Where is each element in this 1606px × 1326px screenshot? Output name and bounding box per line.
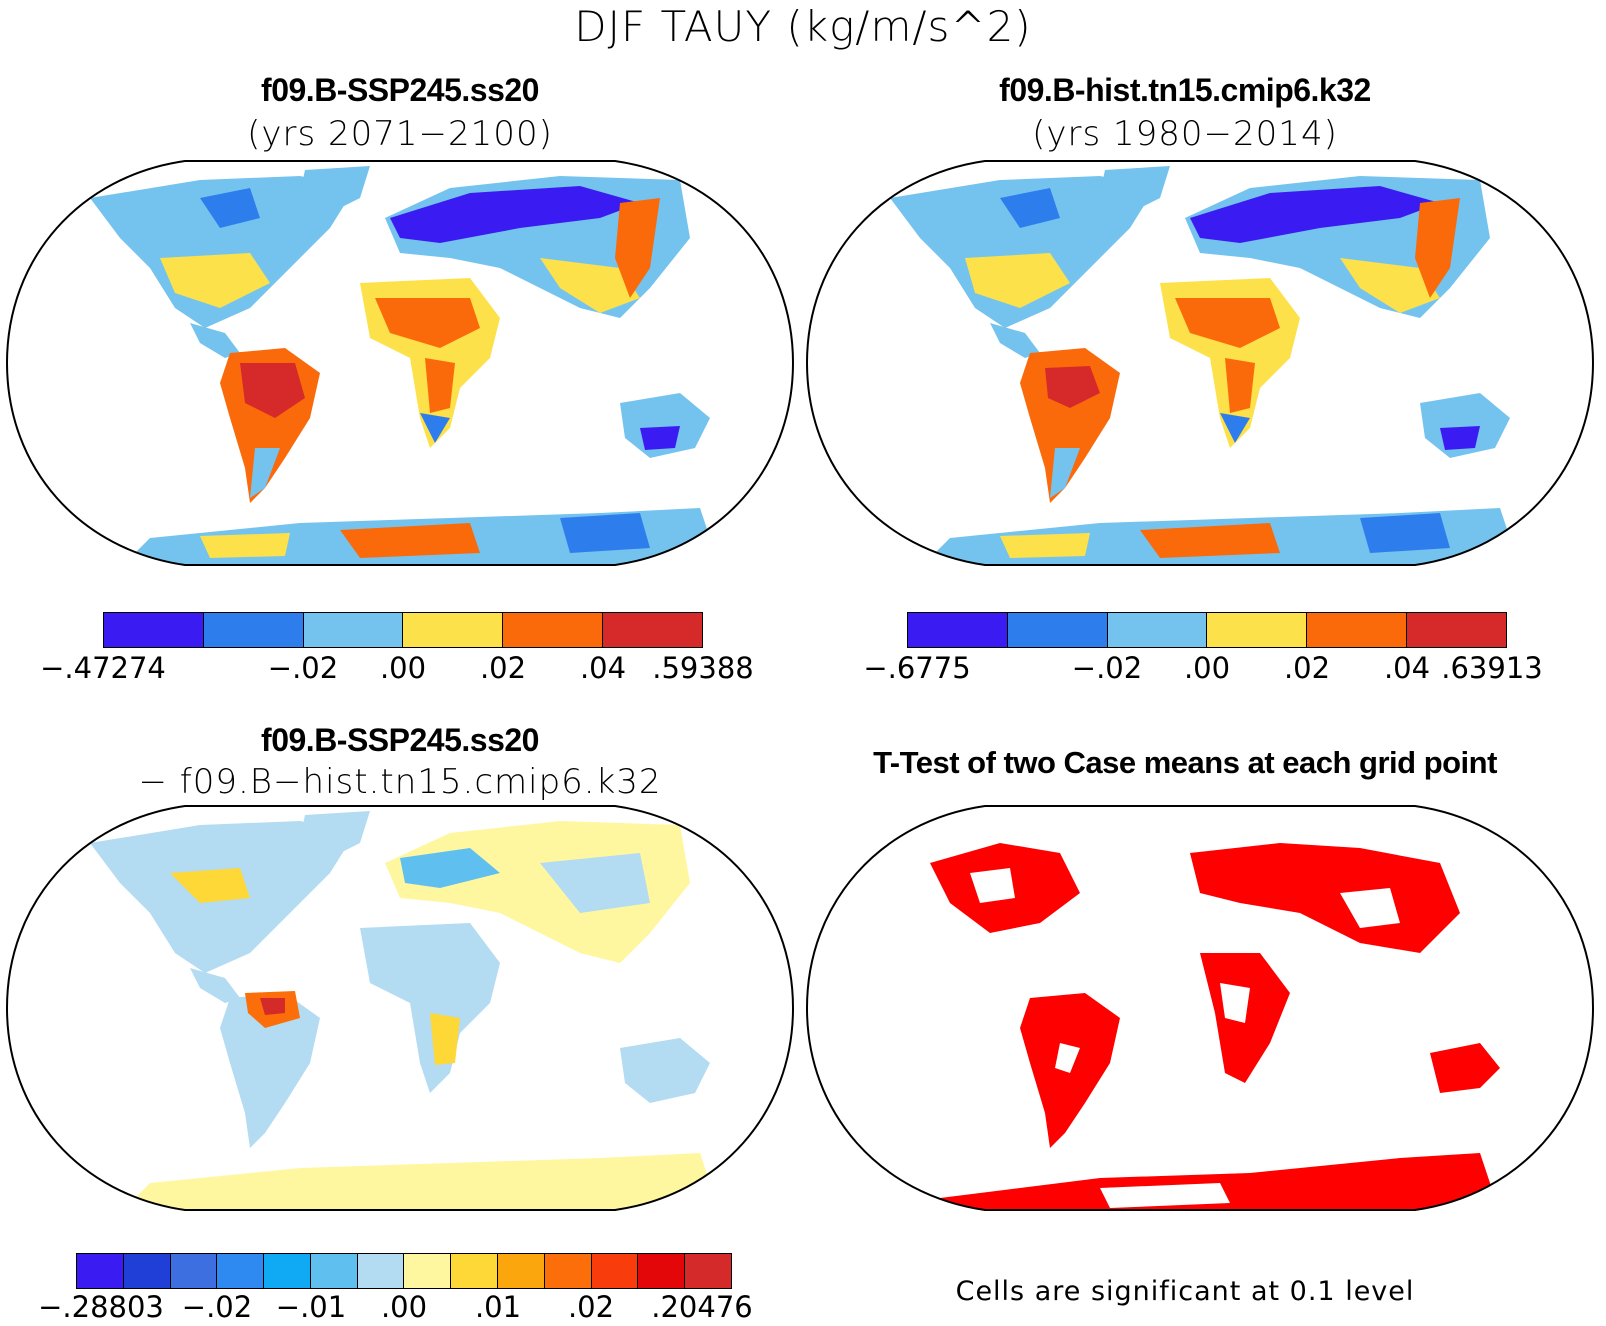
- colorbar-tl-cell-6: [603, 613, 702, 647]
- colorbar-bl-cell-5: [264, 1254, 311, 1288]
- colorbar-bl-cell-3: [170, 1254, 218, 1288]
- greenland: [300, 166, 370, 213]
- north-america: [90, 176, 355, 328]
- colorbar-tl-cell-5: [503, 613, 604, 647]
- australia: [620, 393, 710, 458]
- colorbar-bl-cell-4: [217, 1254, 265, 1288]
- colorbar-tr-cell-4: [1207, 613, 1308, 647]
- colorbar-bl-cell-10: [498, 1254, 545, 1288]
- panel-tl-subtitle: (yrs 2071−2100): [247, 114, 553, 154]
- panel-tl-title: f09.B-SSP245.ss20: [261, 72, 539, 108]
- map-ssp245: [5, 160, 795, 566]
- colorbar-tr-cell-1: [908, 613, 1008, 647]
- map-hist: [805, 160, 1595, 566]
- colorbar-tr-tick-5: .04: [1383, 651, 1431, 685]
- colorbar-bl-tick-6: .02: [567, 1290, 615, 1324]
- panel-br-title: T-Test of two Case means at each grid po…: [873, 745, 1497, 780]
- colorbar-bl-tick-5: .01: [474, 1290, 522, 1324]
- colorbar-tr-cell-3: [1107, 613, 1208, 647]
- colorbar-tr-cell-5: [1307, 613, 1408, 647]
- colorbar-tl-tick-5: .04: [579, 651, 627, 685]
- colorbar-bl-cell-8: [404, 1254, 452, 1288]
- colorbar-bl-tick-2: −.02: [181, 1290, 253, 1324]
- map-ttest: [805, 805, 1595, 1211]
- colorbar-bl-tick-4: .00: [380, 1290, 428, 1324]
- colorbar-bl-tick-7: .20476: [651, 1290, 753, 1324]
- panel-tr-title: f09.B-hist.tn15.cmip6.k32: [999, 72, 1371, 108]
- colorbar-bl-cell-9: [451, 1254, 499, 1288]
- colorbar-tl-cell-3: [303, 613, 404, 647]
- colorbar-tl-cell-4: [403, 613, 504, 647]
- figure-title: DJF TAUY (kg/m/s^2): [574, 2, 1032, 51]
- colorbar-bl: [76, 1253, 732, 1289]
- colorbar-tr-tick-6: .63913: [1441, 651, 1543, 685]
- colorbar-tl-tick-2: −.02: [267, 651, 339, 685]
- colorbar-tr-ticks: −.6775 −.02 .00 .02 .04 .63913: [863, 651, 1542, 687]
- panel-bl-subtitle: − f09.B−hist.tn15.cmip6.k32: [138, 762, 662, 802]
- colorbar-bl-tick-3: −.01: [275, 1290, 347, 1324]
- colorbar-tr-tick-1: −.6775: [863, 651, 971, 685]
- colorbar-bl-cell-13: [638, 1254, 686, 1288]
- colorbar-bl-cell-2: [123, 1254, 171, 1288]
- ttest-note: Cells are significant at 0.1 level: [955, 1276, 1415, 1307]
- colorbar-tl: [103, 612, 703, 648]
- colorbar-tl-cell-1: [104, 613, 204, 647]
- colorbar-bl-cell-6: [310, 1254, 358, 1288]
- colorbar-tr: [907, 612, 1507, 648]
- colorbar-bl-cell-12: [591, 1254, 639, 1288]
- colorbar-tl-cell-2: [203, 613, 304, 647]
- colorbar-tl-tick-6: .59388: [652, 651, 754, 685]
- colorbar-bl-cell-7: [357, 1254, 405, 1288]
- colorbar-tr-tick-4: .02: [1283, 651, 1331, 685]
- colorbar-bl-cell-11: [544, 1254, 592, 1288]
- colorbar-bl-tick-1: −.28803: [38, 1290, 164, 1324]
- panel-tr-subtitle: (yrs 1980−2014): [1032, 114, 1338, 154]
- colorbar-bl-ticks: −.28803 −.02 −.01 .00 .01 .02 .20476: [38, 1290, 753, 1326]
- colorbar-bl-cell-1: [77, 1254, 124, 1288]
- colorbar-tl-tick-4: .02: [479, 651, 527, 685]
- colorbar-tl-ticks: −.47274 −.02 .00 .02 .04 .59388: [40, 651, 754, 687]
- colorbar-bl-cell-14: [685, 1254, 731, 1288]
- panel-bl-title: f09.B-SSP245.ss20: [261, 722, 539, 758]
- colorbar-tr-cell-6: [1407, 613, 1506, 647]
- colorbar-tl-tick-1: −.47274: [40, 651, 166, 685]
- colorbar-tr-tick-3: .00: [1183, 651, 1231, 685]
- colorbar-tr-tick-2: −.02: [1071, 651, 1143, 685]
- colorbar-tr-cell-2: [1007, 613, 1108, 647]
- map-difference: [5, 805, 795, 1211]
- colorbar-tl-tick-3: .00: [379, 651, 427, 685]
